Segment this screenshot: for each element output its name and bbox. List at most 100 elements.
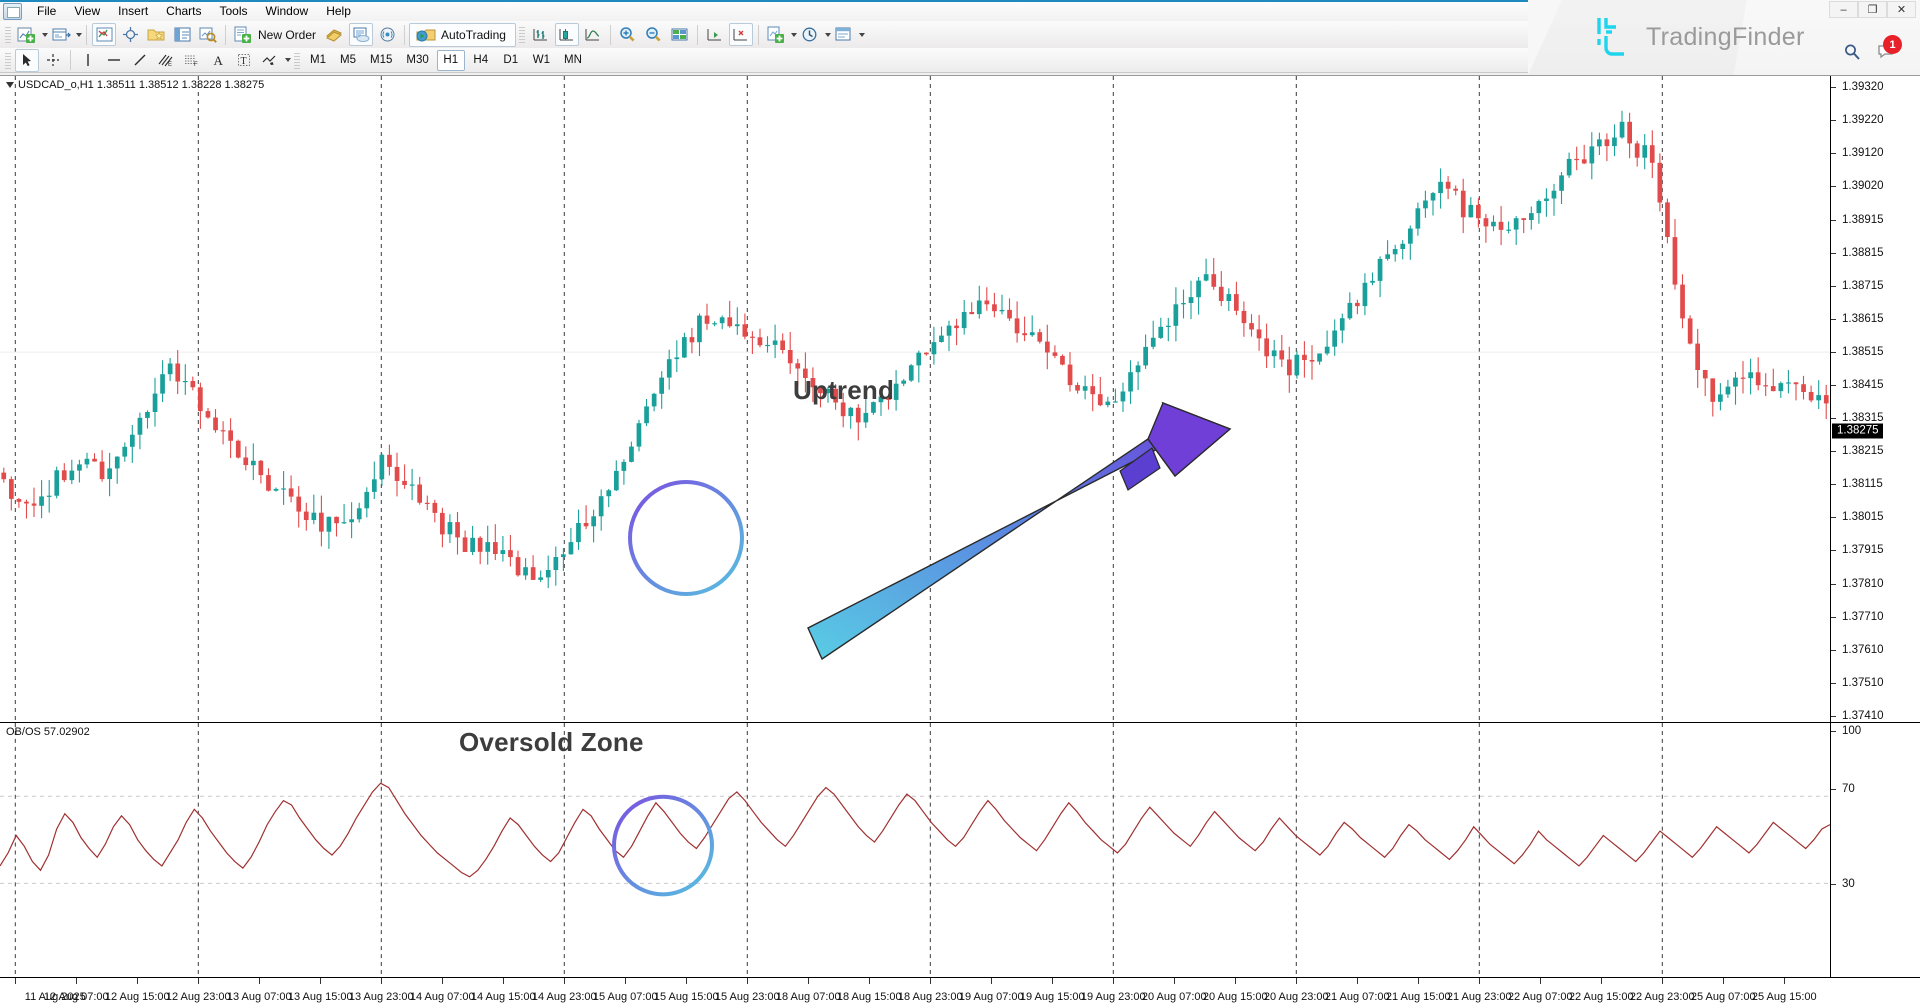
price-tick: 1.39220 [1831, 114, 1884, 126]
candlestick-chart-icon[interactable] [554, 23, 579, 46]
restore-button[interactable]: ❐ [1858, 1, 1887, 18]
new-order-group[interactable]: New Order [230, 23, 322, 46]
auto-scroll-icon[interactable] [728, 23, 753, 46]
signals-icon[interactable] [375, 23, 399, 46]
minimize-button[interactable]: – [1829, 1, 1858, 18]
timeframe-w1[interactable]: W1 [532, 54, 550, 66]
indicator-tick: 70 [1831, 783, 1855, 795]
indicators-icon[interactable] [764, 23, 788, 46]
expert-advisors-icon[interactable] [349, 23, 374, 46]
menu-item-charts[interactable]: Charts [166, 4, 202, 18]
toolbar-separator [757, 24, 759, 45]
timeframe-m5[interactable]: M5 [340, 54, 356, 66]
menu-item-help[interactable]: Help [326, 4, 351, 18]
equidistant-channel-icon[interactable]: E [154, 49, 178, 72]
timeframe-m30[interactable]: M30 [406, 54, 429, 66]
indicator-scale[interactable]: 100 70 30 [1830, 723, 1920, 977]
favorites-folder-icon[interactable] [144, 23, 168, 46]
timeframe-h4[interactable]: H4 [473, 54, 489, 66]
toolbar-grip[interactable] [5, 50, 11, 70]
timeframe-m1[interactable]: M1 [310, 54, 326, 66]
profiles-dropdown-caret[interactable] [76, 32, 82, 37]
indicator-tick: 100 [1831, 725, 1861, 737]
close-button[interactable]: ✕ [1887, 1, 1916, 18]
cursor-icon[interactable] [15, 48, 39, 72]
timeframe-d1[interactable]: D1 [503, 54, 519, 66]
strategy-tester-icon[interactable] [196, 23, 220, 46]
search-icon[interactable] [1842, 42, 1862, 62]
indicator-pane[interactable]: Oversold Zone OB/OS 57.02902 100 70 30 [0, 722, 1920, 977]
time-tick-mark [381, 978, 383, 984]
crosshair-icon[interactable] [41, 49, 65, 72]
timeframe-m15[interactable]: M15 [370, 54, 393, 66]
indicator-tick: 30 [1831, 878, 1855, 890]
price-tick: 1.38715 [1831, 280, 1884, 292]
shapes-dropdown-caret[interactable] [285, 58, 291, 62]
time-tick: 12 Aug 07:00 [43, 991, 109, 1003]
price-pane[interactable]: Uptrend USDCAD_o,H1 1.38511 1.38512 1.38… [0, 76, 1920, 722]
time-tick-mark [76, 978, 78, 984]
autotrading-group[interactable]: AutoTrading [409, 22, 516, 47]
terminal-icon[interactable] [170, 23, 194, 46]
zoom-out-icon[interactable] [642, 23, 666, 46]
templates-dropdown-caret[interactable] [858, 32, 865, 37]
notifications-button[interactable]: 1 [1876, 35, 1902, 63]
chart-window[interactable]: Uptrend USDCAD_o,H1 1.38511 1.38512 1.38… [0, 75, 1920, 1005]
vertical-line-icon[interactable] [76, 49, 100, 72]
autotrading-icon[interactable] [414, 23, 438, 46]
pane-collapse-icon[interactable] [6, 82, 14, 89]
fibonacci-retracement-icon[interactable]: F [180, 49, 204, 72]
menu-item-tools[interactable]: Tools [219, 4, 248, 18]
profiles-icon[interactable] [49, 23, 73, 46]
price-scale[interactable]: 1.39320 1.39220 1.39120 1.39020 1.38915 1.388… [1830, 76, 1920, 722]
price-tick: 1.39320 [1831, 81, 1884, 93]
menu-item-window[interactable]: Window [265, 4, 309, 18]
timeframe-mn[interactable]: MN [564, 54, 582, 66]
menu-item-file[interactable]: File [37, 4, 57, 18]
crosshair-target-icon[interactable] [118, 23, 142, 46]
market-watch-icon[interactable] [92, 23, 116, 46]
toolbar-grip[interactable] [294, 50, 300, 70]
autotrading-label[interactable]: AutoTrading [441, 27, 506, 42]
horizontal-line-icon[interactable] [102, 49, 126, 72]
periods-icon[interactable] [798, 23, 822, 46]
oversold-annotation-label: Oversold Zone [459, 727, 644, 757]
text-label-icon[interactable]: T [232, 49, 256, 72]
shapes-icon[interactable] [258, 49, 282, 72]
time-tick: 14 Aug 23:00 [531, 991, 597, 1003]
trendline-icon[interactable] [128, 49, 152, 72]
bar-chart-icon[interactable] [529, 23, 553, 46]
new-order-icon[interactable] [231, 23, 255, 46]
periods-dropdown-caret[interactable] [824, 32, 831, 37]
price-plot-area[interactable]: Uptrend USDCAD_o,H1 1.38511 1.38512 1.38… [0, 76, 1830, 722]
menu-item-view[interactable]: View [74, 4, 101, 18]
line-chart-icon[interactable] [581, 23, 605, 46]
indicators-group [763, 23, 797, 46]
timeframe-h1[interactable]: H1 [436, 49, 465, 71]
time-tick: 20 Aug 23:00 [1263, 991, 1329, 1003]
indicator-plot-area[interactable]: Oversold Zone OB/OS 57.02902 [0, 723, 1830, 977]
new-chart-icon[interactable] [15, 23, 39, 46]
time-tick-mark [137, 978, 139, 984]
templates-group [831, 23, 865, 46]
toolbar-grip[interactable] [5, 25, 11, 44]
time-tick: 21 Aug 15:00 [1385, 991, 1451, 1003]
toolbar-grip[interactable] [518, 25, 525, 44]
chart-shift-icon[interactable] [703, 23, 727, 46]
menu-item-insert[interactable]: Insert [118, 4, 149, 18]
tile-windows-icon[interactable] [668, 23, 692, 46]
templates-icon[interactable] [832, 23, 856, 46]
price-tick: 1.38015 [1831, 511, 1884, 523]
new-chart-dropdown-caret[interactable] [42, 32, 48, 37]
metaeditor-icon[interactable] [323, 23, 347, 46]
new-order-label[interactable]: New Order [258, 27, 317, 42]
price-tick: 1.39020 [1831, 180, 1884, 192]
indicators-dropdown-caret[interactable] [790, 32, 797, 37]
text-icon[interactable]: A [206, 49, 230, 72]
time-tick-mark [198, 978, 200, 984]
time-tick-mark [808, 978, 810, 984]
profiles-group [48, 23, 82, 46]
time-tick: 21 Aug 23:00 [1446, 991, 1512, 1003]
zoom-in-icon[interactable] [616, 23, 640, 46]
